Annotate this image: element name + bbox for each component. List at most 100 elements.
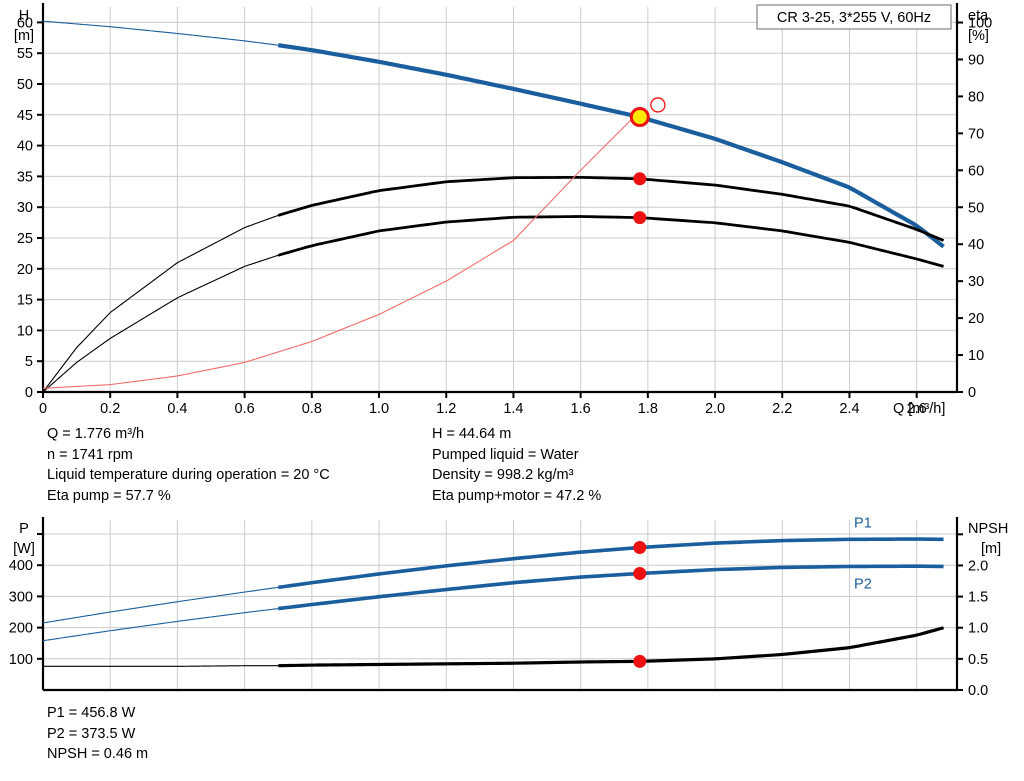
title-box-label: CR 3-25, 3*255 V, 60Hz: [777, 10, 931, 26]
head-eta-chart: 0 5 10 15 20 25 30 35 40 45 50 55 60 0 10 20 30 40 50 60 70 8…: [14, 3, 992, 417]
curve-eta-pump-bold: [277, 175, 945, 242]
p2-duty-point-marker[interactable]: [633, 566, 647, 580]
npsh-duty-point-marker[interactable]: [633, 654, 647, 668]
x-tick-label: 2.6: [907, 401, 927, 417]
x-tick-label: 0.2: [100, 401, 120, 417]
x-tick-label: 2.0: [705, 401, 725, 417]
markers: [633, 541, 647, 668]
title-box: CR 3-25, 3*255 V, 60Hz: [756, 4, 952, 30]
y-left-tick-label: 60: [17, 15, 33, 31]
y-left-axis-title: H: [19, 8, 29, 24]
p1-duty-point-marker[interactable]: [633, 541, 647, 555]
operating-point-line: Pumped liquid = Water: [432, 446, 579, 463]
y-left-tick-label: 10: [17, 323, 33, 339]
y-left-tick-label: 30: [17, 200, 33, 216]
y-right-tick-label: 50: [968, 200, 984, 216]
axes: [37, 3, 963, 398]
operating-point-text-left: Q = 1.776 m³/h n = 1741 rpm Liquid tempera…: [47, 424, 330, 506]
eta-pump-motor-point-marker[interactable]: [633, 211, 647, 225]
x-tick-label: 1.8: [638, 401, 658, 417]
operating-point-line: Eta pump+motor = 47.2 %: [432, 487, 602, 504]
y-right-tick-label: 40: [968, 237, 984, 253]
y-left-tick-label: 50: [17, 77, 33, 93]
operating-point-line: Density = 998.2 kg/m³: [432, 467, 574, 483]
y-right-axis-unit: [%]: [968, 28, 989, 44]
curve-p1-bold: [277, 537, 944, 590]
y-left-axis-unit: [W]: [13, 541, 35, 557]
operating-point-line: Q = 1.776 m³/h: [47, 426, 145, 442]
y-right-axis-title: eta: [968, 8, 989, 24]
curve-label-p2: P2: [854, 576, 872, 592]
y-right-tick-label: 20: [968, 311, 984, 327]
y-left-tick-label: 45: [17, 108, 33, 124]
curves: [42, 537, 944, 668]
curve-p2-bold: [278, 564, 944, 611]
operating-point-line: Liquid temperature during operation = 20…: [47, 467, 330, 483]
operating-point-line: n = 1741 rpm: [47, 446, 133, 463]
y-right-tick-label: 2.0: [968, 558, 988, 574]
curve-label-p1: P1: [854, 515, 872, 531]
axes: [37, 517, 963, 692]
eta-pump-point-marker[interactable]: [633, 172, 647, 186]
y-left-axis-unit: [m]: [14, 28, 34, 44]
y-left-tick-label: 5: [25, 354, 33, 370]
power-npsh-text: P1 = 456.8 W P2 = 373.5 W NPSH = 0.46 m: [47, 703, 148, 765]
curve-npsh-thin: [43, 665, 279, 667]
y-right-tick-label: 1.5: [968, 590, 988, 606]
x-axis-title: Q [m³/h]: [893, 401, 945, 417]
y-right-tick-label: 0: [968, 385, 976, 401]
x-tick-label: 0: [39, 401, 47, 417]
curve-eta-pump-motor-thin: [42, 254, 279, 393]
x-tick-label: 0.4: [167, 401, 187, 417]
markers: [629, 97, 666, 225]
operating-point-line: H = 44.64 m: [432, 426, 512, 442]
y-right-tick-label: 30: [968, 274, 984, 290]
curve-system-resistance-curve: [42, 110, 641, 389]
y-right-tick-label: 70: [968, 126, 984, 142]
y-right-tick-label: 1.0: [968, 621, 988, 637]
y-right-axis-title: NPSH: [968, 521, 1008, 537]
x-tick-label: 0.8: [302, 401, 322, 417]
x-tick-label: 1.0: [369, 401, 389, 417]
x-tick-label: 0.6: [235, 401, 255, 417]
y-left-tick-label: 400: [9, 558, 33, 574]
x-tick-label: 1.2: [436, 401, 456, 417]
y-left-tick-label: 55: [17, 46, 33, 62]
y-left-axis-title: P: [19, 521, 29, 537]
y-left-tick-label: 40: [17, 139, 33, 155]
x-tick-label: 1.4: [503, 401, 523, 417]
y-left-tick-label: 100: [9, 652, 33, 668]
curve-p1-thin: [42, 586, 279, 624]
y-right-axis-unit: [m]: [981, 541, 1001, 557]
axis-labels: 0 5 10 15 20 25 30 35 40 45 50 55 60 0 10 20 30 40 50 60 70 8…: [14, 8, 992, 417]
operating-point-text-right: H = 44.64 m Pumped liquid = Water Density …: [432, 424, 601, 506]
duty-point-marker[interactable]: [629, 107, 650, 128]
curve-p2-thin: [42, 608, 279, 642]
grid-lines: [42, 7, 957, 393]
duty-point-open-marker[interactable]: [650, 97, 666, 113]
curve-npsh-bold: [278, 626, 944, 668]
y-left-tick-label: 0: [25, 385, 33, 401]
x-tick-label: 2.2: [772, 401, 792, 417]
y-right-tick-label: 10: [968, 348, 984, 364]
curve-h-head--bold: [277, 43, 945, 249]
y-left-tick-label: 15: [17, 293, 33, 309]
operating-point-line: Eta pump = 57.7 %: [47, 487, 171, 504]
curve-h-head--thin: [42, 20, 279, 46]
power-value-line: P2 = 373.5 W: [47, 725, 136, 742]
x-tick-label: 2.4: [839, 401, 859, 417]
y-right-tick-label: 60: [968, 163, 984, 179]
y-left-tick-label: 20: [17, 262, 33, 278]
power-value-line: NPSH = 0.46 m: [47, 746, 149, 762]
curve-eta-pump-thin: [42, 214, 279, 393]
y-left-tick-label: 200: [9, 621, 33, 637]
y-left-tick-label: 300: [9, 589, 33, 605]
y-right-tick-label: 0.5: [968, 652, 988, 668]
y-left-tick-label: 35: [17, 169, 33, 185]
axis-labels: 100 200 300 400 0.0 0.5 1.0 1.5 2.0 P [W] NPSH [m] P1…: [9, 515, 1009, 699]
title-box-rect: [756, 4, 952, 30]
curves: [42, 20, 945, 393]
curve-eta-pump-motor-bold: [277, 215, 944, 268]
y-right-tick-label: 0.0: [968, 683, 988, 699]
